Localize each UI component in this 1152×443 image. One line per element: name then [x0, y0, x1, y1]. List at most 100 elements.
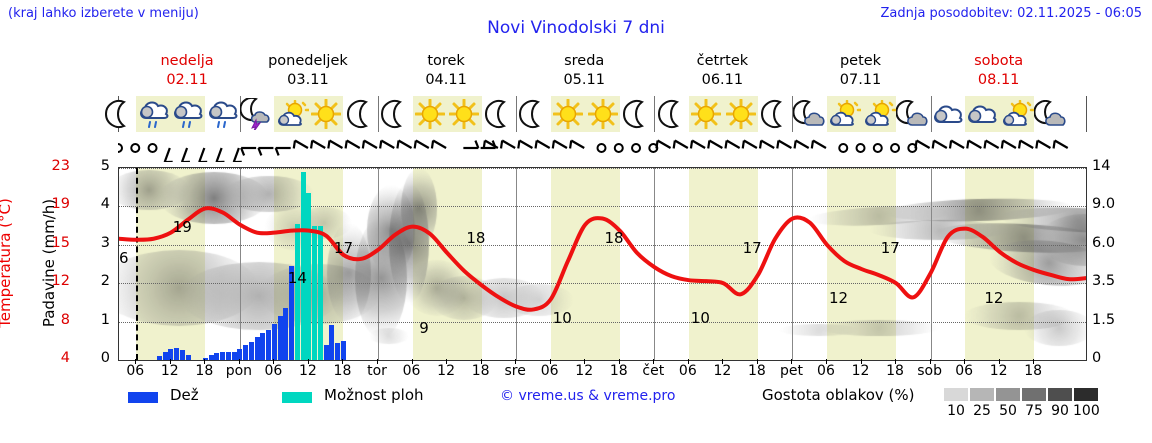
- sun-cloud-icon: [1000, 97, 1034, 131]
- rain-bar: [271, 323, 277, 360]
- rain-bar: [168, 349, 174, 360]
- current-time-marker: [136, 168, 139, 360]
- x-tick-label: pon: [225, 363, 253, 379]
- horizontal-gridline: [119, 321, 1086, 323]
- x-tick-mark: [653, 359, 655, 364]
- last-updated: Zadnja posodobitev: 02.11.2025 - 06:05: [880, 6, 1142, 21]
- rain-bar: [283, 308, 289, 360]
- cloud-density-tick-label: 10: [947, 403, 965, 419]
- x-tick-mark: [411, 359, 413, 364]
- x-tick-mark: [169, 359, 171, 364]
- rain-bar: [162, 351, 168, 360]
- rain-bar: [329, 325, 335, 360]
- rain-legend-label: Dež: [170, 386, 199, 404]
- temperature-point-label: 10: [552, 309, 572, 328]
- day-header-četrtek: četrtek 06.11: [652, 52, 792, 90]
- sun-cloud-icon: [275, 97, 309, 131]
- x-tick-label: 06: [678, 363, 697, 379]
- rain-bar: [179, 350, 185, 360]
- moon-cloud-icon: [896, 97, 930, 131]
- sun-icon: [724, 97, 758, 131]
- horizontal-gridline: [119, 244, 1086, 246]
- sun-icon: [309, 97, 343, 131]
- day-separator: [654, 96, 656, 132]
- day-header-petek: petek 07.11: [791, 52, 931, 90]
- rain-bar: [254, 336, 260, 360]
- x-tick-mark: [1033, 359, 1035, 364]
- cloud-height-tick: 1.5: [1092, 311, 1116, 328]
- rain-bar: [237, 349, 243, 360]
- x-tick-mark: [998, 359, 1000, 364]
- day-header-ponedeljek: ponedeljek 03.11: [238, 52, 378, 90]
- cloud-density-tick-label: 50: [999, 403, 1017, 419]
- temperature-point-label: 12: [984, 289, 1004, 308]
- day-date: 03.11: [287, 72, 329, 88]
- day-date: 06.11: [701, 72, 744, 88]
- x-tick-mark: [135, 359, 137, 364]
- x-tick-mark: [238, 359, 240, 364]
- temperature-point-label: 17: [742, 238, 762, 257]
- rain-bar: [208, 355, 214, 360]
- temperature-curve: [119, 206, 1086, 312]
- cloud-height-tick: 3.5: [1092, 273, 1116, 290]
- day-separator: [516, 96, 518, 132]
- copyright-link[interactable]: © vreme.us & vreme.pro: [500, 388, 676, 404]
- cloud-density-tick-label: 25: [973, 403, 991, 419]
- cloud-density-tick-label: 100: [1073, 403, 1100, 419]
- temperature-tick: 23: [51, 158, 70, 174]
- day-header-sreda: sreda 05.11: [514, 52, 654, 90]
- day-header-row: nedelja 02.11 ponedeljek 03.11 torek 04.11 sre…: [118, 52, 1085, 92]
- x-tick-label: 06: [126, 363, 145, 379]
- day-date: 07.11: [839, 72, 882, 88]
- day-gridline: [654, 168, 656, 360]
- x-tick-label: 12: [160, 363, 179, 379]
- day-gridline: [516, 168, 518, 360]
- temperature-point-label: 18: [466, 228, 486, 247]
- x-tick-label: 06: [540, 363, 559, 379]
- cloud-icon: [931, 97, 965, 131]
- cloud-density-swatch: [1048, 388, 1072, 401]
- temperature-point-label: 17: [880, 238, 900, 257]
- rain-bar: [266, 330, 272, 360]
- x-tick-label: 12: [713, 363, 732, 379]
- moon-icon: [758, 97, 792, 131]
- weather-icon-band: [105, 96, 1087, 132]
- x-tick-mark: [584, 359, 586, 364]
- day-separator: [239, 96, 241, 132]
- temperature-tick: 4: [60, 350, 70, 366]
- rain-bar: [185, 355, 191, 360]
- temperature-point-label: 19: [172, 218, 192, 237]
- shower-bar: [312, 225, 318, 360]
- rain-bar: [174, 348, 180, 360]
- rain-cloud-icon: [206, 97, 240, 131]
- day-name: petek: [839, 53, 882, 69]
- day-header-sobota: sobota 08.11: [929, 52, 1069, 90]
- shower-legend-swatch: [282, 392, 312, 403]
- day-name: sreda: [564, 53, 605, 69]
- x-tick-label: 18: [747, 363, 766, 379]
- day-date: 02.11: [166, 72, 208, 88]
- shower-legend-label: Možnost ploh: [324, 386, 424, 404]
- x-tick-mark: [307, 359, 309, 364]
- temperature-point-label: 17: [333, 238, 354, 257]
- rain-bar: [220, 351, 226, 360]
- precipitation-tick: 3: [100, 234, 110, 251]
- x-tick-mark: [480, 359, 482, 364]
- wind-barb-band: [113, 132, 1085, 164]
- rain-legend-swatch: [128, 392, 158, 403]
- sun-icon: [413, 97, 447, 131]
- cloud-height-tick: 0: [1092, 350, 1102, 366]
- day-gridline: [792, 168, 794, 360]
- rain-bar: [248, 341, 254, 360]
- rain-bar: [231, 351, 237, 360]
- x-tick-mark: [515, 359, 517, 364]
- sun-cloud-icon: [862, 97, 896, 131]
- day-separator: [930, 96, 932, 132]
- x-tick-label: 18: [886, 363, 904, 379]
- wind-barbs-svg: [113, 139, 1069, 164]
- x-tick-label: 18: [471, 363, 490, 379]
- x-tick-label: 12: [437, 363, 455, 379]
- x-tick-mark: [929, 359, 931, 364]
- moon-thunder-icon: [240, 97, 274, 131]
